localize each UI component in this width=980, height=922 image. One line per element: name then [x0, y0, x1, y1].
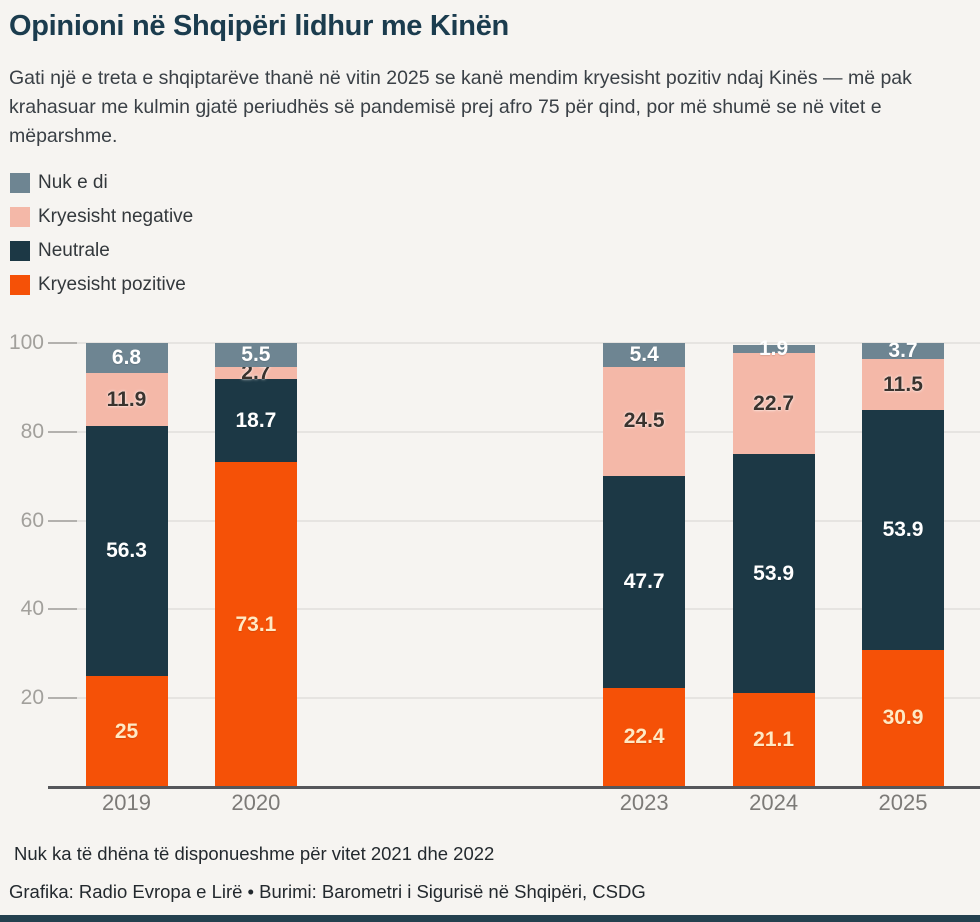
- legend-swatch-orange: [10, 274, 30, 295]
- missing-data-note: Nuk ka të dhëna të disponueshme për vite…: [14, 843, 495, 864]
- y-axis-label-20: 20: [20, 686, 44, 710]
- legend-label: Kryesisht negative: [38, 205, 194, 227]
- x-axis-label-2023: 2023: [619, 790, 669, 815]
- bar-2025-nuk-e-di: [862, 343, 945, 360]
- legend-label: Nuk e di: [38, 171, 108, 193]
- bar-value-label: 5.5: [241, 343, 271, 367]
- bar-2023-neutrale: [603, 475, 686, 688]
- bar-2019-kryesisht-negative: [85, 373, 168, 427]
- bar-value-label: 5.4: [629, 342, 659, 366]
- legend-item-nuk-e-di: Nuk e di: [10, 172, 193, 193]
- legend-item-kryesisht-pozitive: Kryesisht pozitive: [10, 274, 193, 295]
- chart-legend: Nuk e di Kryesisht negative Neutrale Kry…: [10, 172, 193, 308]
- bar-2019-kryesisht-pozitive: [85, 676, 168, 787]
- bar-value-label: 22.4: [623, 725, 665, 749]
- bar-value-label: 11.5: [883, 372, 923, 396]
- bar-value-label: 24.5: [623, 409, 665, 433]
- bar-2024-kryesisht-negative: [732, 353, 815, 454]
- gridline-60: [48, 519, 980, 522]
- bar-value-label: 18.7: [235, 408, 277, 432]
- bar-2024-nuk-e-di: [732, 344, 815, 354]
- bar-2023-nuk-e-di: [603, 343, 686, 367]
- legend-item-neutrale: Neutrale: [10, 240, 193, 261]
- legend-swatch-pink: [10, 206, 30, 227]
- gridline-20: [48, 697, 980, 700]
- bar-value-label: 1.9: [758, 336, 789, 360]
- bar-2020-nuk-e-di: [214, 343, 297, 368]
- y-axis-tick-20: [48, 697, 77, 700]
- bar-2025-kryesisht-negative: [862, 359, 945, 411]
- bar-value-label: 2.7: [241, 361, 271, 385]
- gridline-80: [48, 430, 980, 433]
- bar-value-label: 11.9: [106, 387, 147, 411]
- x-axis-label-2020: 2020: [231, 790, 281, 815]
- page-title: Opinioni në Shqipëri lidhur me Kinën: [9, 10, 509, 42]
- bar-2025-neutrale: [862, 410, 945, 650]
- y-axis-label-40: 40: [20, 597, 44, 621]
- bar-value-label: 53.9: [882, 518, 924, 542]
- legend-swatch-gray: [10, 172, 30, 193]
- bar-2024-kryesisht-pozitive: [732, 693, 815, 787]
- x-axis-baseline: [48, 785, 980, 789]
- y-axis-tick-40: [48, 608, 77, 611]
- bar-2020-neutrale: [214, 379, 297, 463]
- bar-value-label: 30.9: [882, 706, 924, 730]
- bar-value-label: 22.7: [753, 391, 795, 415]
- bar-2024-neutrale: [732, 454, 815, 694]
- x-axis-label-2024: 2024: [749, 790, 799, 815]
- y-axis-tick-100: [48, 342, 77, 344]
- bar-2025-kryesisht-pozitive: [862, 649, 945, 787]
- bar-2023-kryesisht-pozitive: [603, 687, 686, 787]
- legend-label: Neutrale: [38, 239, 110, 261]
- y-axis-label-80: 80: [20, 419, 44, 443]
- bar-value-label: 6.8: [111, 346, 142, 370]
- x-axis-label-2025: 2025: [878, 790, 928, 815]
- bottom-accent-bar: [0, 915, 980, 922]
- bar-value-label: 56.3: [106, 539, 147, 562]
- y-axis-label-100: 100: [8, 331, 44, 354]
- bar-value-label: 53.9: [753, 561, 795, 585]
- y-axis-label-60: 60: [20, 508, 44, 532]
- bar-value-label: 25: [114, 719, 139, 743]
- bar-2019-nuk-e-di: [85, 343, 168, 374]
- legend-item-kryesisht-negative: Kryesisht negative: [10, 206, 193, 227]
- bar-value-label: 73.1: [235, 612, 277, 636]
- bar-value-label: 3.7: [888, 339, 918, 363]
- bar-2023-kryesisht-negative: [603, 366, 686, 476]
- bar-2020-kryesisht-pozitive: [214, 462, 297, 787]
- legend-label: Kryesisht pozitive: [38, 273, 186, 295]
- bar-value-label: 21.1: [753, 728, 795, 752]
- gridline-100: [48, 342, 980, 344]
- source-credit: Grafika: Radio Evropa e Lirë • Burimi: B…: [9, 881, 646, 902]
- bar-2020-kryesisht-negative: [214, 367, 297, 380]
- legend-swatch-navy: [10, 240, 30, 261]
- bar-2019-neutrale: [85, 426, 168, 676]
- bar-value-label: 47.7: [623, 569, 665, 593]
- y-axis-tick-80: [48, 430, 77, 433]
- chart-subtitle: Gati një e treta e shqiptarëve thanë në …: [9, 67, 912, 147]
- gridline-40: [48, 608, 980, 611]
- y-axis-tick-60: [48, 519, 77, 522]
- x-axis-label-2019: 2019: [102, 790, 151, 815]
